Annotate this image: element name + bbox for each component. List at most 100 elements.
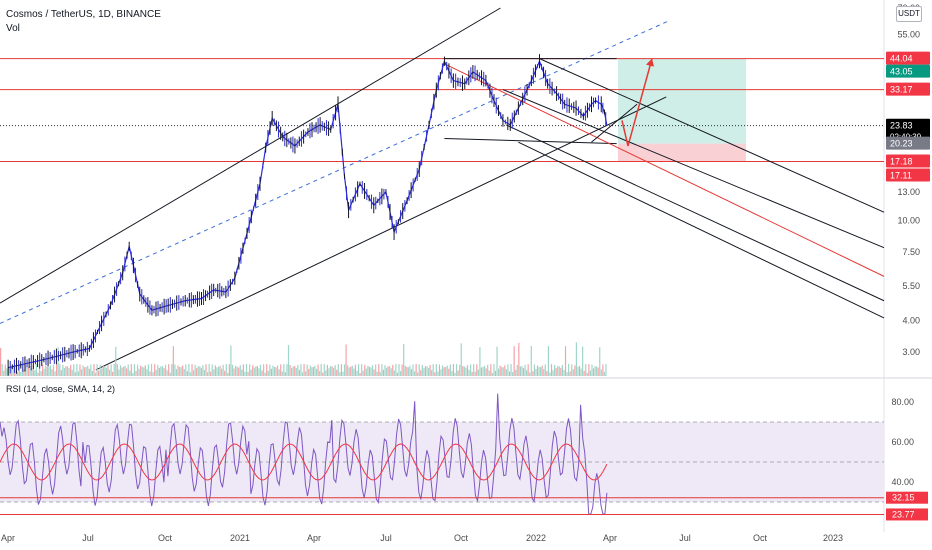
profit-zone xyxy=(618,58,746,144)
volume-bar xyxy=(482,366,484,376)
chart-title: Cosmos / TetherUS, 1D, BINANCE xyxy=(6,9,161,20)
volume-bar xyxy=(62,364,64,376)
volume-bar xyxy=(424,366,427,376)
x-tick-label: Jul xyxy=(380,533,392,543)
volume-bar xyxy=(575,342,578,376)
volume-bar xyxy=(571,364,573,376)
volume-bar xyxy=(140,365,142,376)
volume-bar xyxy=(407,367,409,376)
y-tick-label: 4.00 xyxy=(902,316,920,326)
volume-bar xyxy=(211,364,213,376)
volume-bar xyxy=(487,364,489,376)
volume-bar xyxy=(300,364,302,376)
volume-bar xyxy=(228,364,230,376)
currency-unit-button[interactable]: USDT xyxy=(896,6,922,22)
y-tick-label: 55.00 xyxy=(897,29,920,39)
volume-bar xyxy=(38,364,41,376)
volume-bar xyxy=(51,369,53,376)
volume-bar xyxy=(272,365,274,376)
volume-bar xyxy=(177,365,179,376)
x-tick-label: Apr xyxy=(307,533,321,543)
volume-bar xyxy=(59,364,61,376)
volume-bar xyxy=(373,369,375,376)
volume-bar xyxy=(238,367,240,376)
volume-bar xyxy=(3,370,5,376)
price-tag-label: 17.11 xyxy=(890,170,912,180)
volume-bar xyxy=(418,364,420,376)
volume-bar xyxy=(431,370,433,376)
volume-bar xyxy=(370,367,372,376)
volume-bar xyxy=(385,367,388,376)
volume-bar xyxy=(42,364,44,376)
volume-bar xyxy=(554,364,556,376)
volume-bar xyxy=(160,366,162,376)
volume-bar xyxy=(359,372,361,376)
volume-bar xyxy=(527,364,529,376)
volume-bar xyxy=(371,365,374,376)
rsi-title: RSI (14, close, SMA, 14, 2) xyxy=(6,384,116,394)
volume-bar xyxy=(459,364,461,376)
volume-bar xyxy=(560,367,562,376)
volume-bar xyxy=(76,364,78,376)
y-tick-label: 10.00 xyxy=(897,216,920,226)
volume-bar xyxy=(550,364,553,376)
volume-bar xyxy=(342,371,344,376)
volume-bar xyxy=(468,369,470,376)
volume-bar xyxy=(241,369,243,376)
volume-bar xyxy=(80,369,83,376)
volume-bar xyxy=(578,365,581,376)
volume-bar xyxy=(152,372,154,376)
volume-bar xyxy=(519,366,521,376)
volume-bar xyxy=(298,370,300,376)
volume-bar xyxy=(34,370,36,376)
volume-bar xyxy=(510,364,512,376)
volume-bar xyxy=(48,367,50,376)
volume-bar xyxy=(231,364,234,376)
volume-bar xyxy=(66,366,69,376)
volume-bar xyxy=(417,372,419,376)
volume-bar xyxy=(592,368,595,376)
volume-bar xyxy=(284,372,286,376)
volume-bar xyxy=(501,366,503,376)
volume-bar xyxy=(35,364,37,376)
volume-bar xyxy=(188,364,190,376)
volume-bar xyxy=(365,368,367,376)
volume-bar xyxy=(110,364,112,376)
volume-bar xyxy=(1,364,3,376)
volume-bar xyxy=(233,368,235,376)
volume-bar xyxy=(547,346,549,376)
volume-bar xyxy=(526,370,528,376)
volume-bar xyxy=(583,370,585,376)
volume-bar xyxy=(171,364,173,376)
volume-bar xyxy=(199,366,201,376)
volume-bar xyxy=(203,369,206,376)
price-series xyxy=(7,54,608,376)
volume-bar xyxy=(213,369,215,376)
volume-bar xyxy=(368,366,371,376)
volume-bar xyxy=(73,364,75,376)
volume-bar xyxy=(591,364,593,376)
volume-bar xyxy=(315,368,318,376)
volume-bar xyxy=(121,367,123,376)
channel-median xyxy=(0,20,669,324)
volume-bar xyxy=(466,365,469,376)
volume-bar xyxy=(563,369,565,376)
volume-bar xyxy=(185,364,187,376)
volume-bar xyxy=(361,364,363,376)
volume-bar xyxy=(446,365,448,376)
volume-bar xyxy=(586,372,588,376)
volume-bar xyxy=(214,365,216,376)
volume-bar xyxy=(340,364,343,376)
volume-bar xyxy=(270,368,272,376)
volume-bar xyxy=(306,364,308,376)
volume-bar xyxy=(261,370,263,376)
volume-bar xyxy=(421,364,423,376)
volume-bar xyxy=(429,364,431,376)
volume-bar xyxy=(287,344,290,376)
volume-bar xyxy=(410,369,413,376)
volume-bar xyxy=(99,364,101,376)
volume-bar xyxy=(147,364,150,376)
volume-bar xyxy=(192,370,195,376)
volume-bar xyxy=(603,371,606,376)
